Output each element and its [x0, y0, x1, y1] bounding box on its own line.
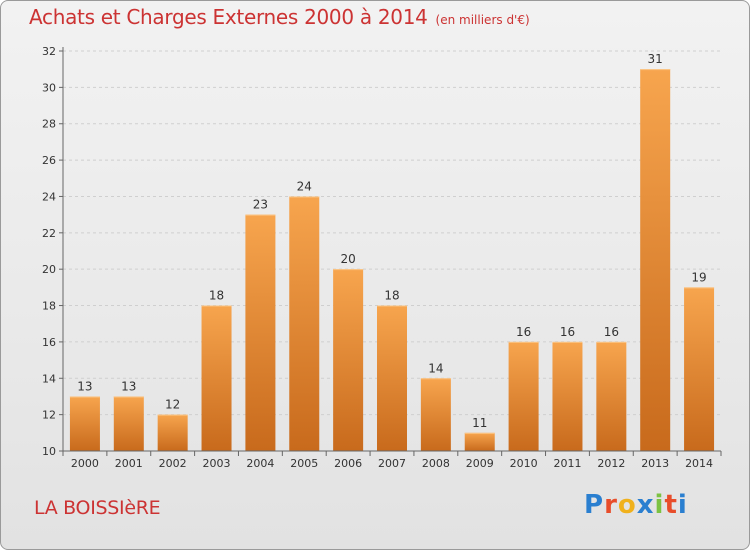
data-label-2014: 19 [691, 270, 706, 284]
y-tick-label: 12 [42, 409, 56, 422]
logo-letter: P [584, 490, 605, 520]
data-label-2010: 16 [516, 325, 531, 339]
bar-2001 [113, 396, 144, 451]
x-tick-label: 2006 [334, 457, 362, 470]
data-label-2004: 23 [253, 198, 268, 212]
x-tick-label: 2002 [159, 457, 187, 470]
bar-2011 [552, 341, 583, 451]
y-axis: 10 12 14 16 18 20 22 24 26 28 30 32 [42, 45, 64, 458]
bar-2002 [157, 414, 188, 451]
bar-2010 [508, 341, 539, 451]
logo-letter: i [654, 490, 665, 520]
y-tick-label: 14 [42, 372, 56, 385]
y-tick-label: 30 [42, 81, 56, 94]
data-label-2006: 20 [340, 252, 355, 266]
bar-2003 [201, 305, 232, 451]
logo-letter: x [636, 490, 655, 520]
logo-letter: i [677, 490, 688, 520]
y-tick-label: 28 [42, 118, 56, 131]
y-tick-label: 16 [42, 336, 56, 349]
bar-2012 [596, 341, 627, 451]
x-tick-label: 2009 [466, 457, 494, 470]
y-tick-label: 18 [42, 300, 56, 313]
data-label-2000: 13 [77, 379, 92, 393]
x-tick-label: 2014 [685, 457, 713, 470]
x-tick-label: 2003 [203, 457, 231, 470]
bar-2005 [289, 196, 320, 451]
data-label-2001: 13 [121, 379, 136, 393]
bar-2014 [684, 287, 715, 451]
x-tick-label: 2001 [115, 457, 143, 470]
x-tick-label: 2008 [422, 457, 450, 470]
data-label-2007: 18 [384, 289, 399, 303]
x-tick-label: 2012 [597, 457, 625, 470]
x-axis: 2000 2001 2002 2003 2004 2005 2006 2007 2008 2009… [62, 450, 722, 470]
x-tick-label: 2005 [290, 457, 318, 470]
chart-title: Achats et Charges Externes 2000 à 2014 [29, 5, 428, 29]
logo-letter: o [617, 490, 637, 520]
y-tick-label: 26 [42, 154, 56, 167]
bar-2006 [333, 269, 364, 451]
y-tick-label: 32 [42, 45, 56, 58]
data-label-2005: 24 [297, 179, 312, 193]
y-tick-label: 22 [42, 227, 56, 240]
x-tick-label: 2004 [246, 457, 274, 470]
data-label-2002: 12 [165, 398, 180, 412]
y-tick-label: 10 [42, 445, 56, 458]
bar-2004 [245, 214, 276, 451]
logo-letter: r [604, 490, 618, 520]
x-tick-label: 2000 [71, 457, 99, 470]
data-label-2013: 31 [648, 52, 663, 66]
commune-name: LA BOISSIèRE [34, 497, 161, 519]
x-tick-label: 2007 [378, 457, 406, 470]
data-label-2009: 11 [472, 416, 487, 430]
chart-subtitle: (en milliers d'€) [435, 13, 530, 27]
y-tick-label: 24 [42, 190, 56, 203]
logo-letter: t [664, 490, 678, 520]
y-tick-label: 20 [42, 263, 56, 276]
bar-2000 [69, 396, 100, 451]
x-tick-label: 2010 [510, 457, 538, 470]
chart-title-row: Achats et Charges Externes 2000 à 2014 (e… [29, 5, 530, 29]
bars: 13 13 12 18 23 24 20 18 14 11 16 16 16 31 19 [69, 52, 715, 451]
data-label-2008: 14 [428, 361, 443, 375]
bar-2007 [377, 305, 407, 451]
data-label-2011: 16 [560, 325, 575, 339]
bar-2013 [640, 69, 671, 451]
data-label-2003: 18 [209, 289, 224, 303]
bar-2008 [420, 378, 451, 451]
bar-2009 [464, 432, 495, 451]
data-label-2012: 16 [604, 325, 619, 339]
x-tick-label: 2011 [553, 457, 581, 470]
x-tick-label: 2013 [641, 457, 669, 470]
proxiti-logo[interactable]: Proxiti [584, 490, 688, 520]
